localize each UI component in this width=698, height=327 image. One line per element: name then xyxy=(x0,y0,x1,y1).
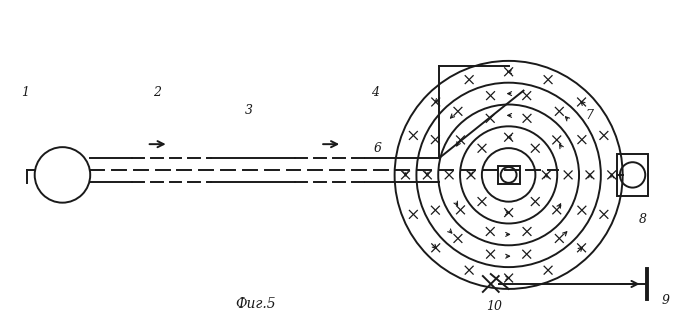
Text: 10: 10 xyxy=(486,300,502,313)
Bar xyxy=(617,154,648,196)
Text: 4: 4 xyxy=(371,86,379,99)
Text: 6: 6 xyxy=(373,142,382,155)
Text: 9: 9 xyxy=(661,294,669,307)
Text: 8: 8 xyxy=(639,213,646,226)
Bar xyxy=(498,166,519,184)
Text: 3: 3 xyxy=(245,104,253,117)
Text: 7: 7 xyxy=(586,109,594,122)
Text: 2: 2 xyxy=(153,86,161,99)
Text: 1: 1 xyxy=(21,86,29,99)
Text: Фиг.5: Фиг.5 xyxy=(235,297,276,311)
